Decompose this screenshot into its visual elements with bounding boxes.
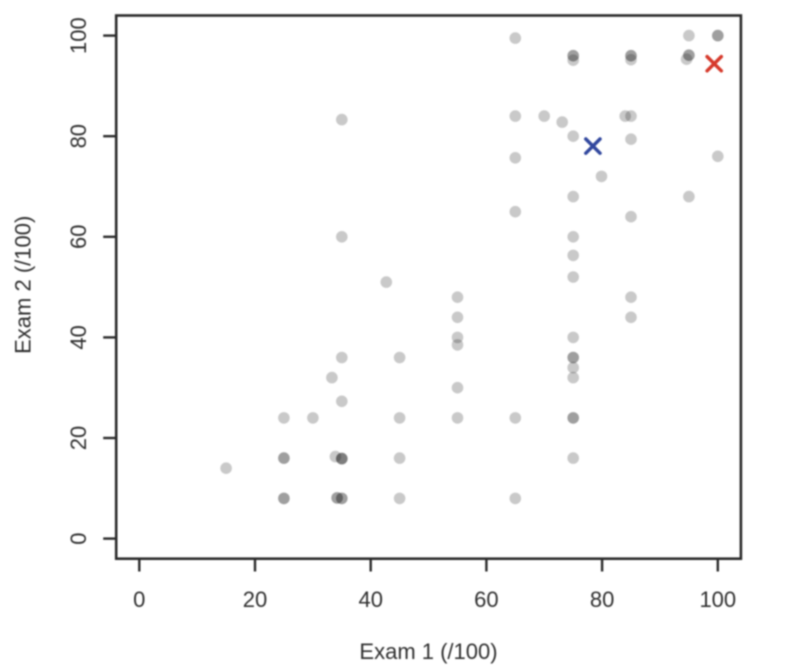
svg-text:Exam 1 (/100): Exam 1 (/100) xyxy=(359,639,497,664)
svg-text:60: 60 xyxy=(474,587,498,612)
svg-text:40: 40 xyxy=(358,587,382,612)
svg-text:80: 80 xyxy=(590,587,614,612)
svg-text:80: 80 xyxy=(66,124,91,148)
svg-text:20: 20 xyxy=(243,587,267,612)
svg-text:20: 20 xyxy=(66,426,91,450)
svg-text:0: 0 xyxy=(133,587,145,612)
svg-text:0: 0 xyxy=(66,532,91,544)
svg-text:Exam 2 (/100): Exam 2 (/100) xyxy=(11,216,36,354)
svg-text:60: 60 xyxy=(66,225,91,249)
svg-text:100: 100 xyxy=(699,587,736,612)
svg-text:40: 40 xyxy=(66,325,91,349)
svg-text:100: 100 xyxy=(66,17,91,54)
